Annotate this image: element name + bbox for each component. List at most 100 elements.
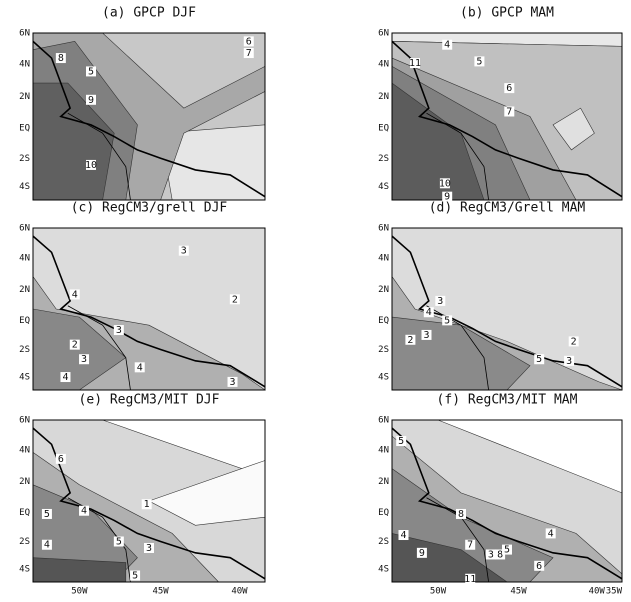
contour-label: 8 (458, 509, 464, 520)
contour-label: 4 (62, 372, 68, 383)
contour-label: 5 (116, 537, 122, 548)
lat-label: 6N (378, 224, 389, 234)
lon-label: 50W (71, 587, 88, 597)
lat-label: 2N (19, 92, 30, 102)
contour-label: 4 (426, 307, 432, 318)
contour-label: 11 (464, 574, 476, 585)
lat-label: 4N (378, 253, 389, 263)
panel: (c) RegCM3/grell DJF6N4N2NEQ2S4S32432344… (19, 201, 265, 391)
lat-label: 2N (19, 285, 30, 295)
contour-label: 3 (181, 246, 187, 257)
panel-title: (c) RegCM3/grell DJF (71, 201, 228, 216)
lat-label: EQ (19, 316, 30, 326)
panel-title: (d) RegCM3/Grell MAM (429, 201, 586, 216)
lat-label: EQ (19, 124, 30, 134)
contour-label: 7 (506, 106, 512, 117)
lat-label: 6N (19, 416, 30, 426)
contour-label: 4 (44, 540, 50, 551)
lat-label: 2S (19, 154, 30, 164)
lat-label: 4S (378, 565, 389, 575)
contour-label: 5 (536, 354, 542, 365)
lat-label: 4N (19, 445, 30, 455)
lat-label: 4S (19, 565, 30, 575)
contour-label: 9 (419, 548, 425, 559)
contour-label: 8 (58, 53, 64, 64)
contour-label: 4 (444, 40, 450, 51)
contour-label: 10 (85, 160, 97, 171)
contour-label: 3 (423, 330, 429, 341)
panel: (e) RegCM3/MIT DJF 6N 4N 2N EQ 2S 4S 6 1 5 4 4 5 3 5 50… (19, 393, 265, 597)
contour-label: 6 (246, 36, 252, 47)
lat-label: 6N (19, 224, 30, 234)
lon-label: 45W (152, 587, 169, 597)
contour-label: 1 (144, 499, 150, 510)
lat-label: EQ (378, 316, 389, 326)
lat-label: EQ (378, 124, 389, 134)
lat-label: EQ (19, 508, 30, 518)
lon-label: 40W (231, 587, 248, 597)
contour-label: 4 (81, 506, 87, 517)
contour-label: 5 (132, 571, 138, 582)
lat-label: 4S (19, 182, 30, 192)
lat-label: 4S (19, 373, 30, 383)
contour-label: 10 (439, 178, 451, 189)
lat-label: 2N (378, 285, 389, 295)
contour-label: 5 (398, 436, 404, 447)
lat-label: 4N (378, 445, 389, 455)
panel-title: (a) GPCP DJF (102, 6, 196, 21)
contour-label: 7 (467, 540, 473, 551)
lat-label: 4N (378, 59, 389, 69)
contour-label: 4 (72, 289, 78, 300)
contour-label: 3 (81, 354, 87, 365)
lat-label: 6N (378, 416, 389, 426)
contour-label: 3 (146, 543, 152, 554)
contour-label: 5 (504, 545, 510, 556)
panel: (a) GPCP DJF 6N 4N 2N EQ 2S 4S 67 8 5 9 10 (19, 6, 265, 201)
contour-label: 6 (536, 561, 542, 572)
lat-label: 2N (378, 477, 389, 487)
lat-label: 2S (19, 345, 30, 355)
lon-label: 45W (510, 587, 527, 597)
contour-label: 2 (232, 294, 238, 305)
lat-label: 2S (19, 537, 30, 547)
contour-label: 5 (476, 56, 482, 67)
lat-label: 2S (378, 537, 389, 547)
lat-label: 2S (378, 345, 389, 355)
contour-label: 5 (444, 315, 450, 326)
contour-label: 2 (407, 335, 413, 346)
lat-label: EQ (378, 508, 389, 518)
contour-label: 3 (437, 296, 443, 307)
lon-label: 40W (589, 587, 606, 597)
contour-label: 7 (246, 48, 252, 59)
contour-label: 3 (566, 356, 572, 367)
lon-label: 50W (430, 587, 447, 597)
contour-label: 9 (88, 95, 94, 106)
lat-label: 4N (19, 59, 30, 69)
panel-title: (f) RegCM3/MIT MAM (437, 393, 578, 408)
lat-label: 2S (378, 154, 389, 164)
contour-label: 5 (44, 509, 50, 520)
figure: (a) GPCP DJF6N4N2NEQ2S4S6785910(b) GPCP … (0, 0, 631, 598)
lon-label: 35W (606, 587, 623, 597)
contour-label: 2 (72, 340, 78, 351)
lat-label: 6N (19, 29, 30, 39)
contour-label: 3 (488, 549, 494, 560)
contour-label: 2 (571, 336, 577, 347)
contour-label: 4 (400, 530, 406, 541)
panel: (b) GPCP MAM6N4N2NEQ2S4S411567109 (378, 6, 622, 203)
contour-label: 4 (548, 528, 554, 539)
contour-label: 6 (58, 454, 64, 465)
lat-label: 4S (378, 182, 389, 192)
contour-label: 3 (116, 325, 122, 336)
contour-label: 6 (506, 83, 512, 94)
contour-label: 11 (409, 58, 421, 69)
lat-label: 2N (19, 477, 30, 487)
contour-label: 5 (88, 66, 94, 77)
contour-label: 3 (230, 377, 236, 388)
lat-label: 4N (19, 253, 30, 263)
panel-title: (e) RegCM3/MIT DJF (79, 393, 220, 408)
lat-label: 6N (378, 29, 389, 39)
lat-label: 4S (378, 373, 389, 383)
